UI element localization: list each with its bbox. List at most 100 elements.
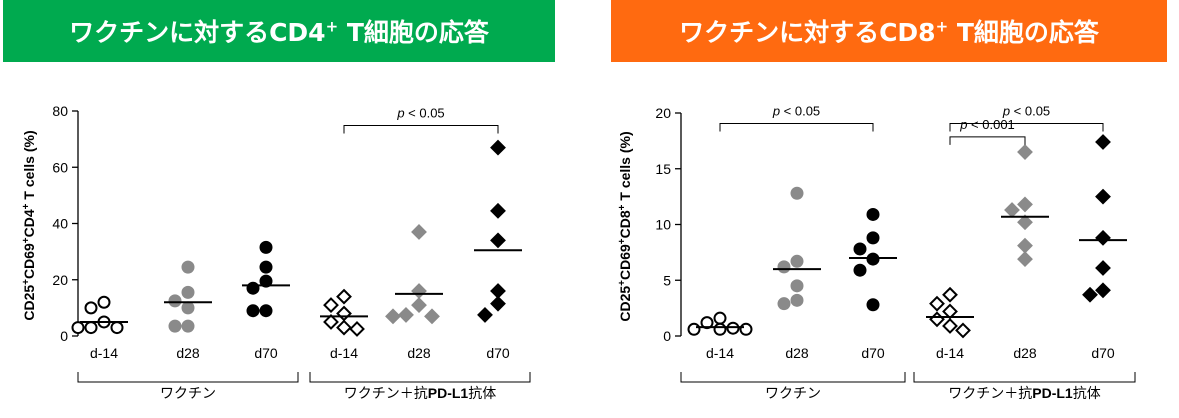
cd8-data-point <box>853 263 867 277</box>
cd8-x-label: d-14 <box>936 345 964 361</box>
cd8-chart: 0 5 10 15 20 CD25+CD69+CD8+ T cells (%) d-14 d2… <box>617 103 1136 401</box>
cd8-x-label: d-14 <box>706 345 734 361</box>
cd4-data-point <box>323 297 339 313</box>
cd8-data-point <box>1095 188 1111 205</box>
cd8-data-point <box>929 295 945 312</box>
cd8-data-point <box>713 311 727 325</box>
cd4-y-tick-label: 20 <box>52 272 68 288</box>
cd4-data-point <box>181 285 195 299</box>
cd4-data-point <box>259 260 273 274</box>
cd8-group-label: ワクチン <box>765 385 821 401</box>
cd8-y-tick-label: 5 <box>663 272 671 288</box>
cd4-x-label: d70 <box>486 345 510 361</box>
cd4-data-point <box>259 274 273 288</box>
cd8-chart-title-banner: ワクチンに対するCD8+ T細胞の応答 <box>611 0 1167 62</box>
cd8-data-point <box>942 286 958 303</box>
cd8-data-point <box>790 279 804 293</box>
cd4-data-point <box>398 306 414 323</box>
cd8-p-value: p < 0.05 <box>772 103 820 118</box>
cd8-data-point <box>929 311 945 328</box>
cd4-x-label: d-14 <box>330 345 358 361</box>
cd4-data-point <box>336 288 352 305</box>
cd8-chart-title: ワクチンに対するCD8+ T細胞の応答 <box>679 17 1099 47</box>
cd4-data-point <box>97 295 111 309</box>
cd8-x-label: d70 <box>861 345 885 361</box>
cd8-x-label: d28 <box>785 345 809 361</box>
cd8-y-axis-title: CD25+CD69+CD8+ T cells (%) <box>617 131 634 321</box>
cd8-data-point <box>866 231 880 245</box>
cd8-data-point <box>790 293 804 307</box>
cd4-data-point <box>385 308 401 325</box>
cd4-y-axis-title: CD25+CD69+CD4+ T cells (%) <box>21 130 38 320</box>
cd8-data-point <box>1095 229 1111 246</box>
cd4-significance-bracket <box>343 124 499 134</box>
cd8-data-point <box>942 318 958 334</box>
cd4-data-point <box>181 301 195 315</box>
cd8-data-point <box>777 260 791 274</box>
cd8-group-bracket <box>680 372 906 383</box>
cd8-data-point <box>1095 134 1111 150</box>
cd4-data-point <box>424 308 440 325</box>
cd4-y-tick-label: 80 <box>52 103 68 119</box>
cd4-x-label: d-14 <box>90 345 118 361</box>
cd4-data-point <box>246 281 260 295</box>
cd4-data-point <box>349 321 365 337</box>
cd4-data-point <box>181 260 195 274</box>
cd8-p-value: p < 0.001 <box>959 117 1015 132</box>
cd4-y-tick-label: 0 <box>60 328 68 344</box>
cd8-group-label: ワクチン＋抗PD-L1抗体 <box>948 385 1100 401</box>
cd4-data-point <box>168 319 182 333</box>
cd4-p-value: p < 0.05 <box>396 105 444 120</box>
cd4-data-point <box>259 240 273 254</box>
cd4-x-label: d28 <box>176 345 200 361</box>
cd4-data-point <box>259 304 273 318</box>
cd8-data-point <box>790 186 804 200</box>
cd4-data-point <box>336 305 352 322</box>
cd8-significance-bracket <box>949 122 1104 132</box>
cd4-data-point <box>246 304 260 318</box>
cd4-data-point <box>490 139 506 156</box>
cd8-data-point <box>1082 286 1098 303</box>
cd4-group-label: ワクチン＋抗PD-L1抗体 <box>344 385 496 401</box>
cd8-p-value: p < 0.05 <box>1002 103 1050 118</box>
cd8-data-point <box>1017 237 1033 254</box>
cd8-x-label: d28 <box>1013 345 1037 361</box>
cd8-data-point <box>1017 144 1033 160</box>
cd4-data-point <box>336 319 352 336</box>
cd4-data-point <box>490 295 506 312</box>
cd4-data-point <box>411 224 427 240</box>
cd8-data-point <box>942 303 958 320</box>
cd4-data-point <box>181 319 195 333</box>
cd4-data-point <box>490 283 506 299</box>
cd8-data-point <box>713 322 727 336</box>
cd8-group-bracket <box>913 372 1136 383</box>
cd8-data-point <box>1017 214 1033 231</box>
cd8-y-tick-label: 20 <box>655 105 671 121</box>
cd8-data-point <box>866 252 880 266</box>
cd8-data-point <box>790 254 804 268</box>
cd4-y-tick-label: 40 <box>52 216 68 232</box>
cd8-data-point <box>866 207 880 221</box>
cd8-significance-bracket <box>719 122 874 132</box>
cd8-data-point <box>700 316 714 330</box>
cd8-data-point <box>1095 282 1111 299</box>
cd4-group-bracket <box>77 372 299 383</box>
cd4-data-point <box>323 314 339 330</box>
cd8-data-point <box>955 322 971 339</box>
cd8-data-point <box>1017 251 1033 267</box>
cd8-data-point <box>687 322 701 336</box>
cd4-chart-title-banner: ワクチンに対するCD4+ T細胞の応答 <box>3 0 555 62</box>
cd4-data-point <box>490 202 506 219</box>
cd8-x-label: d70 <box>1091 345 1115 361</box>
cd4-data-point <box>84 321 98 335</box>
cd4-data-point <box>71 321 85 335</box>
cd4-group-bracket <box>309 372 531 383</box>
cd8-data-point <box>726 321 740 335</box>
cd4-x-label: d28 <box>407 345 431 361</box>
cd8-y-tick-label: 10 <box>655 217 671 233</box>
cd4-y-tick-label: 60 <box>52 159 68 175</box>
cd4-data-point <box>168 294 182 308</box>
cd8-data-point <box>866 298 880 312</box>
cd4-data-point <box>411 297 427 313</box>
